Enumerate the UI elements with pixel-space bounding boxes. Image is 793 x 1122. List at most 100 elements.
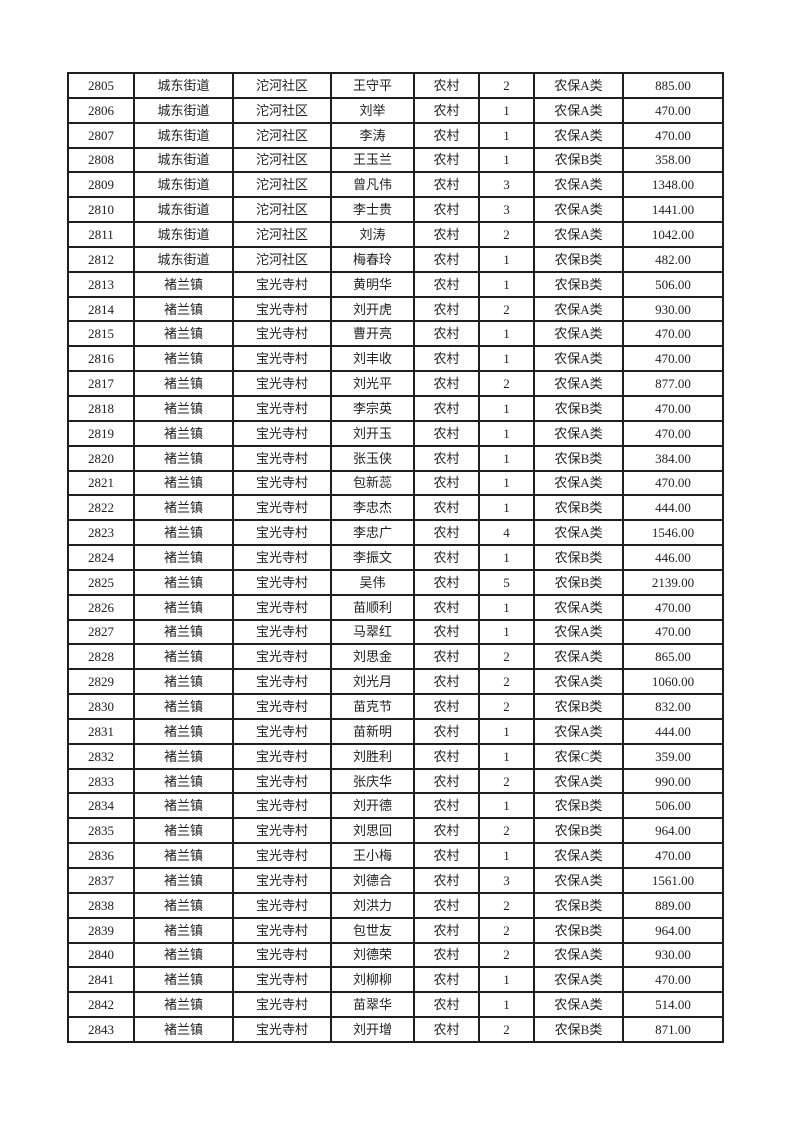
cell-serial-number: 2834 xyxy=(67,792,135,820)
cell-insurance-category: 农保A类 xyxy=(533,767,624,795)
table-row: 2807 城东街道 沱河社区 李涛 农村 1 农保A类 470.00 xyxy=(67,121,724,149)
table-row: 2827 褚兰镇 宝光寺村 马翠红 农村 1 农保A类 470.00 xyxy=(67,618,724,646)
table-row: 2838 褚兰镇 宝光寺村 刘洪力 农村 2 农保B类 889.00 xyxy=(67,891,724,919)
cell-village-community: 沱河社区 xyxy=(232,146,332,174)
cell-person-count: 1 xyxy=(478,444,535,472)
cell-person-count: 2 xyxy=(478,1016,535,1043)
table-row: 2817 褚兰镇 宝光寺村 刘光平 农村 2 农保A类 877.00 xyxy=(67,370,724,397)
cell-person-count: 2 xyxy=(478,767,535,795)
cell-amount: 506.00 xyxy=(622,792,724,820)
cell-village-community: 沱河社区 xyxy=(232,196,332,224)
cell-residence-type: 农村 xyxy=(413,444,480,472)
cell-person-count: 2 xyxy=(478,941,535,969)
cell-amount: 1441.00 xyxy=(622,196,724,224)
table-row: 2828 褚兰镇 宝光寺村 刘思金 农村 2 农保A类 865.00 xyxy=(67,643,724,671)
table-row: 2843 褚兰镇 宝光寺村 刘开增 农村 2 农保B类 871.00 xyxy=(67,1016,724,1043)
cell-amount: 1060.00 xyxy=(622,668,724,696)
cell-town-street: 褚兰镇 xyxy=(133,320,234,348)
cell-residence-type: 农村 xyxy=(413,618,480,646)
table-row: 2805 城东街道 沱河社区 王守平 农村 2 农保A类 885.00 xyxy=(67,72,724,99)
table-row: 2820 褚兰镇 宝光寺村 张玉侠 农村 1 农保B类 384.00 xyxy=(67,444,724,472)
cell-person-count: 2 xyxy=(478,916,535,944)
cell-person-name: 李宗英 xyxy=(330,394,415,422)
table-row: 2837 褚兰镇 宝光寺村 刘德合 农村 3 农保A类 1561.00 xyxy=(67,867,724,894)
cell-person-name: 李忠广 xyxy=(330,519,415,547)
cell-person-count: 2 xyxy=(478,817,535,845)
cell-serial-number: 2825 xyxy=(67,568,135,596)
cell-serial-number: 2809 xyxy=(67,171,135,199)
cell-residence-type: 农村 xyxy=(413,568,480,596)
cell-town-street: 褚兰镇 xyxy=(133,370,234,397)
cell-residence-type: 农村 xyxy=(413,742,480,770)
cell-person-name: 曾凡伟 xyxy=(330,171,415,199)
cell-insurance-category: 农保B类 xyxy=(533,394,624,422)
cell-serial-number: 2840 xyxy=(67,941,135,969)
cell-village-community: 宝光寺村 xyxy=(232,618,332,646)
cell-village-community: 宝光寺村 xyxy=(232,519,332,547)
cell-town-street: 城东街道 xyxy=(133,171,234,199)
cell-residence-type: 农村 xyxy=(413,146,480,174)
cell-insurance-category: 农保A类 xyxy=(533,941,624,969)
cell-town-street: 褚兰镇 xyxy=(133,817,234,845)
cell-person-count: 2 xyxy=(478,891,535,919)
cell-village-community: 宝光寺村 xyxy=(232,469,332,497)
cell-town-street: 褚兰镇 xyxy=(133,693,234,720)
cell-person-name: 刘光月 xyxy=(330,668,415,696)
cell-person-name: 吴伟 xyxy=(330,568,415,596)
cell-person-count: 1 xyxy=(478,991,535,1019)
cell-town-street: 褚兰镇 xyxy=(133,792,234,820)
table-row: 2835 褚兰镇 宝光寺村 刘思回 农村 2 农保B类 964.00 xyxy=(67,817,724,845)
cell-village-community: 沱河社区 xyxy=(232,121,332,149)
cell-serial-number: 2839 xyxy=(67,916,135,944)
cell-residence-type: 农村 xyxy=(413,767,480,795)
cell-person-name: 刘德荣 xyxy=(330,941,415,969)
table-row: 2832 褚兰镇 宝光寺村 刘胜利 农村 1 农保C类 359.00 xyxy=(67,742,724,770)
cell-serial-number: 2808 xyxy=(67,146,135,174)
cell-amount: 470.00 xyxy=(622,96,724,124)
cell-amount: 877.00 xyxy=(622,370,724,397)
cell-person-name: 刘洪力 xyxy=(330,891,415,919)
cell-amount: 885.00 xyxy=(622,72,724,99)
cell-insurance-category: 农保A类 xyxy=(533,96,624,124)
cell-residence-type: 农村 xyxy=(413,72,480,99)
cell-town-street: 褚兰镇 xyxy=(133,444,234,472)
cell-insurance-category: 农保B类 xyxy=(533,693,624,720)
cell-residence-type: 农村 xyxy=(413,171,480,199)
cell-person-name: 马翠红 xyxy=(330,618,415,646)
cell-person-name: 张玉侠 xyxy=(330,444,415,472)
cell-amount: 1042.00 xyxy=(622,221,724,248)
table-row: 2840 褚兰镇 宝光寺村 刘德荣 农村 2 农保A类 930.00 xyxy=(67,941,724,969)
cell-insurance-category: 农保A类 xyxy=(533,668,624,696)
cell-residence-type: 农村 xyxy=(413,121,480,149)
cell-residence-type: 农村 xyxy=(413,196,480,224)
cell-town-street: 褚兰镇 xyxy=(133,916,234,944)
cell-insurance-category: 农保B类 xyxy=(533,245,624,273)
cell-person-count: 2 xyxy=(478,295,535,323)
cell-residence-type: 农村 xyxy=(413,693,480,720)
cell-insurance-category: 农保A类 xyxy=(533,469,624,497)
table-row: 2821 褚兰镇 宝光寺村 包新蕊 农村 1 农保A类 470.00 xyxy=(67,469,724,497)
table-row: 2816 褚兰镇 宝光寺村 刘丰收 农村 1 农保A类 470.00 xyxy=(67,345,724,373)
cell-person-name: 包新蕊 xyxy=(330,469,415,497)
cell-village-community: 宝光寺村 xyxy=(232,593,332,621)
cell-person-count: 5 xyxy=(478,568,535,596)
cell-person-count: 4 xyxy=(478,519,535,547)
cell-person-name: 刘柳柳 xyxy=(330,966,415,994)
cell-insurance-category: 农保A类 xyxy=(533,618,624,646)
cell-serial-number: 2818 xyxy=(67,394,135,422)
cell-person-name: 刘光平 xyxy=(330,370,415,397)
cell-amount: 470.00 xyxy=(622,618,724,646)
cell-insurance-category: 农保A类 xyxy=(533,842,624,869)
cell-residence-type: 农村 xyxy=(413,370,480,397)
cell-person-name: 黄明华 xyxy=(330,270,415,298)
cell-residence-type: 农村 xyxy=(413,916,480,944)
cell-amount: 1546.00 xyxy=(622,519,724,547)
cell-amount: 482.00 xyxy=(622,245,724,273)
cell-village-community: 宝光寺村 xyxy=(232,394,332,422)
cell-serial-number: 2821 xyxy=(67,469,135,497)
table-row: 2825 褚兰镇 宝光寺村 吴伟 农村 5 农保B类 2139.00 xyxy=(67,568,724,596)
cell-town-street: 城东街道 xyxy=(133,245,234,273)
cell-town-street: 褚兰镇 xyxy=(133,842,234,869)
cell-residence-type: 农村 xyxy=(413,419,480,447)
